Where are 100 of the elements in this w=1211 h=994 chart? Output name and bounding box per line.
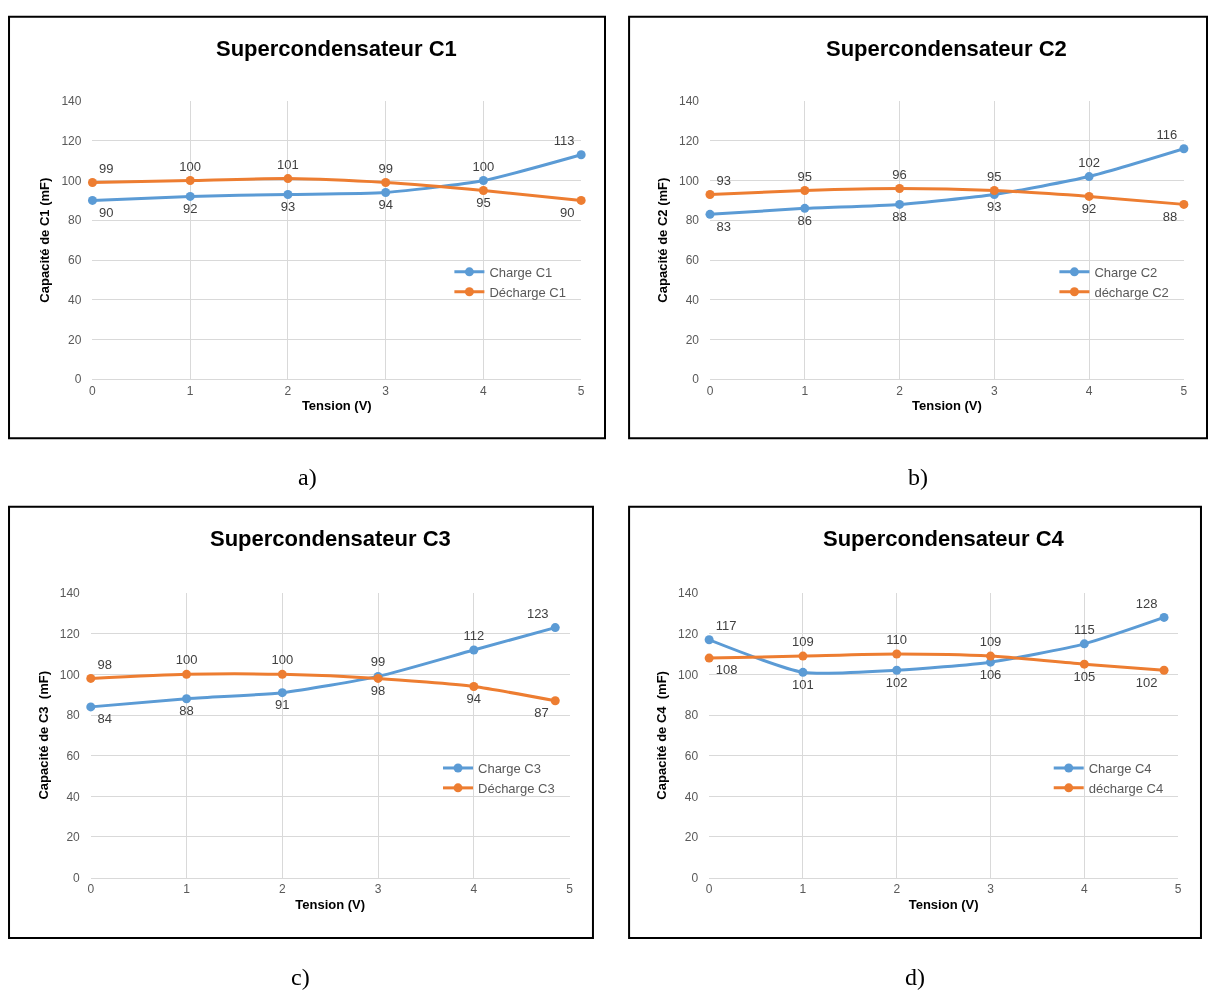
data-label: 105	[1073, 668, 1096, 684]
x-tick-label: 0	[705, 882, 713, 897]
x-tick-label: 1	[183, 882, 191, 897]
y-tick-label: 0	[692, 372, 700, 387]
y-tick-label: 140	[678, 94, 700, 109]
point	[86, 702, 96, 712]
y-axis-title: Capacité de C4 (mF)	[654, 671, 670, 800]
point	[704, 635, 714, 645]
point	[277, 688, 287, 698]
legend-label: décharge C4	[1088, 780, 1164, 796]
y-tick-label: 60	[68, 253, 82, 268]
point	[1159, 665, 1169, 675]
legend-label: Charge C4	[1088, 761, 1152, 777]
data-label: 87	[534, 705, 549, 721]
y-axis-title: Capacité de C3 (mF)	[35, 671, 51, 800]
text: a)	[298, 464, 317, 490]
point	[1159, 612, 1169, 622]
data-label: 90	[560, 204, 575, 220]
point	[381, 187, 391, 197]
data-label: 88	[1162, 208, 1178, 224]
chart-title: Supercondensateur C1	[216, 36, 457, 61]
data-label: 95	[987, 168, 1002, 184]
y-tick-label: 120	[678, 134, 700, 149]
point	[469, 645, 479, 655]
data-label: 102	[885, 674, 908, 690]
point	[895, 199, 905, 209]
point	[800, 185, 810, 195]
data-label: 88	[179, 703, 194, 719]
y-tick-label: 100	[59, 667, 81, 682]
y-tick-label: 120	[59, 626, 81, 641]
y-tick-label: 20	[68, 332, 82, 347]
data-label: 92	[1081, 200, 1097, 216]
y-tick-label: 20	[66, 830, 81, 845]
x-tick-label: 5	[1180, 383, 1188, 398]
x-tick-label: 3	[987, 882, 995, 897]
x-tick-label: 0	[87, 882, 95, 897]
x-tick-label: 2	[284, 383, 292, 398]
point	[1079, 659, 1089, 669]
point	[182, 694, 192, 704]
y-tick-label: 40	[684, 789, 699, 804]
point	[87, 195, 97, 205]
y-tick-label: 40	[68, 292, 82, 307]
x-tick-label: 4	[480, 383, 488, 398]
point	[989, 185, 999, 195]
data-label: 100	[179, 158, 202, 174]
chart-title: Supercondensateur C3	[210, 526, 451, 551]
y-tick-label: 140	[678, 586, 699, 601]
point	[469, 682, 479, 692]
y-tick-label: 80	[68, 213, 82, 228]
data-label: 100	[472, 158, 495, 174]
data-label: 115	[1073, 621, 1095, 637]
y-tick-label: 60	[684, 748, 699, 763]
point	[1084, 172, 1094, 182]
legend-label: Décharge C1	[489, 284, 566, 300]
x-tick-label: 2	[893, 882, 901, 897]
data-label: 117	[715, 617, 737, 633]
x-tick-label: 5	[577, 383, 585, 398]
legend-label: Charge C2	[1094, 264, 1158, 280]
x-tick-label: 3	[374, 882, 382, 897]
data-label: 108	[715, 662, 738, 678]
point	[182, 669, 192, 679]
data-label: 95	[476, 194, 491, 210]
x-tick-label: 4	[470, 882, 478, 897]
point	[1084, 191, 1094, 201]
point	[1079, 639, 1089, 649]
data-label: 106	[979, 666, 1002, 682]
point	[86, 673, 96, 683]
data-label: 100	[175, 652, 198, 668]
data-label: 109	[792, 634, 814, 650]
x-tick-label: 2	[278, 882, 286, 897]
point	[705, 209, 715, 219]
x-axis-title: Tension (V)	[908, 896, 979, 912]
y-tick-label: 20	[684, 830, 699, 845]
data-label: 92	[182, 200, 198, 216]
point	[185, 191, 195, 201]
y-tick-label: 20	[685, 332, 700, 347]
data-label: 93	[716, 172, 732, 188]
y-tick-label: 120	[678, 626, 699, 641]
data-label: 128	[1135, 595, 1158, 611]
y-tick-label: 100	[678, 667, 699, 682]
x-tick-label: 5	[1174, 882, 1182, 897]
point	[283, 189, 293, 199]
text: c)	[291, 964, 310, 990]
data-label: 113	[553, 132, 575, 148]
point	[705, 189, 715, 199]
chart-title: Supercondensateur C2	[826, 36, 1067, 61]
point	[478, 185, 488, 195]
data-label: 99	[378, 160, 393, 176]
x-tick-label: 3	[382, 383, 390, 398]
y-tick-label: 60	[685, 253, 700, 268]
point	[381, 178, 391, 188]
y-tick-label: 0	[73, 870, 81, 885]
x-tick-label: 4	[1080, 882, 1088, 897]
data-label: 93	[280, 198, 296, 214]
data-label: 116	[1156, 126, 1178, 142]
y-tick-label: 140	[61, 94, 82, 109]
data-label: 86	[797, 212, 812, 228]
text: d)	[905, 964, 925, 990]
y-tick-label: 100	[61, 173, 82, 188]
chart-title: Supercondensateur C4	[823, 526, 1065, 551]
